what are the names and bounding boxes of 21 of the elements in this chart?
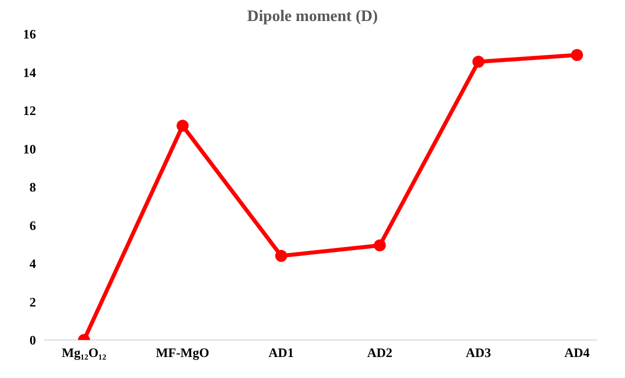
x-tick-label: AD1	[268, 345, 294, 360]
point	[374, 239, 386, 252]
x-tick-label: AD2	[367, 345, 392, 360]
point	[472, 56, 484, 68]
point	[275, 250, 288, 262]
x-tick-label: AD4	[564, 345, 590, 360]
y-tick-label: 10	[23, 141, 36, 156]
chart-title: Dipole moment (D)	[246, 8, 379, 26]
y-tick-label: 14	[23, 64, 36, 80]
point	[571, 49, 583, 62]
point	[176, 120, 189, 132]
y-tick-label: 0	[30, 332, 36, 348]
x-tick-label: AD3	[466, 345, 492, 360]
y-tick-label: 6	[30, 218, 36, 233]
y-tick-label: 16	[23, 26, 36, 42]
x-tick-label: MF-MgO	[156, 345, 210, 360]
y-tick-label: 8	[30, 180, 36, 195]
x-tick-label: Mg₁₂O₁₂	[62, 345, 106, 360]
y-tick-label: 12	[23, 103, 36, 118]
y-tick-label: 4	[30, 256, 36, 272]
y-tick-label: 2	[30, 294, 36, 310]
